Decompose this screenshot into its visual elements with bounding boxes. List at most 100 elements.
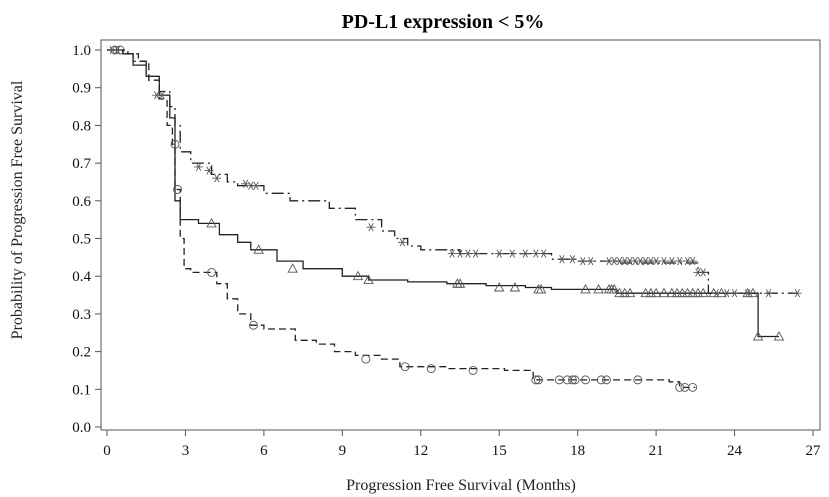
censor-marker-triangle bbox=[682, 287, 693, 298]
x-axis: 0 3 6 9 12 15 18 21 24 27 bbox=[103, 430, 821, 459]
censor-marker-star bbox=[204, 166, 214, 175]
y-tick-label: 0.1 bbox=[72, 382, 91, 398]
y-tick-label: 0.5 bbox=[72, 232, 91, 248]
censor-marker-star bbox=[447, 249, 457, 258]
censor-marker-triangle bbox=[773, 331, 785, 341]
y-tick-label: 0.8 bbox=[72, 118, 91, 134]
censor-marker-circle bbox=[468, 366, 478, 375]
censor-marker-star bbox=[730, 289, 740, 298]
censor-marker-triangle bbox=[454, 278, 466, 288]
censor-marker-circle bbox=[570, 375, 580, 385]
censor-marker-star bbox=[675, 256, 685, 266]
censor-marker-star bbox=[688, 256, 698, 266]
censor-marker-star bbox=[722, 289, 732, 298]
censor-marker-star bbox=[494, 249, 504, 258]
censor-marker-triangle bbox=[624, 287, 636, 298]
censor-marker-triangle bbox=[692, 287, 704, 298]
censor-marker-star bbox=[455, 249, 465, 258]
y-tick-label: 0.7 bbox=[72, 156, 91, 172]
chart-title: PD-L1 expression < 5% bbox=[342, 11, 545, 33]
censor-marker-triangle bbox=[509, 282, 521, 292]
censor-marker-triangle bbox=[535, 283, 547, 294]
censor-marker-circle bbox=[400, 362, 410, 372]
censor-marker-star bbox=[711, 289, 721, 298]
censor-marker-star bbox=[366, 223, 376, 232]
censor-marker-triangle bbox=[687, 287, 698, 298]
x-tick-label: 24 bbox=[727, 443, 743, 459]
censor-marker-triangle bbox=[363, 274, 374, 284]
censor-marker-star bbox=[471, 249, 481, 258]
censor-marker-triangle bbox=[253, 244, 264, 254]
censor-marker-star bbox=[212, 174, 222, 183]
censor-marker-triangle bbox=[658, 287, 670, 298]
x-tick-label: 6 bbox=[260, 443, 268, 459]
censor-marker-star bbox=[567, 255, 577, 264]
censor-marker-star bbox=[194, 162, 203, 172]
censor-marker-star bbox=[578, 256, 588, 266]
censor-marker-star bbox=[398, 238, 407, 247]
series-dashdot bbox=[107, 45, 802, 298]
censor-marker-circle bbox=[567, 375, 577, 385]
censor-marker-star bbox=[651, 256, 661, 266]
censor-marker-circle bbox=[596, 375, 606, 385]
censor-marker-triangle bbox=[752, 331, 764, 341]
censor-marker-circle bbox=[207, 267, 217, 277]
censor-marker-star bbox=[531, 249, 541, 258]
censor-marker-circle bbox=[361, 354, 371, 364]
censor-marker-star bbox=[792, 289, 802, 298]
censor-marker-star bbox=[113, 45, 122, 55]
x-tick-label: 9 bbox=[339, 443, 347, 459]
censor-marker-triangle bbox=[645, 287, 657, 298]
censor-marker-star bbox=[251, 181, 261, 190]
censor-marker-triangle bbox=[640, 287, 651, 298]
censor-marker-star bbox=[764, 289, 773, 298]
survival-curve-solid bbox=[107, 49, 779, 338]
censor-marker-circle bbox=[601, 375, 611, 385]
y-tick-label: 0.3 bbox=[72, 307, 91, 323]
censor-marker-star bbox=[520, 249, 530, 258]
y-tick-label: 0.0 bbox=[72, 420, 91, 436]
censor-marker-star bbox=[698, 268, 708, 277]
y-tick-label: 0.6 bbox=[72, 194, 91, 210]
censor-marker-star bbox=[157, 91, 167, 100]
censor-marker-circle bbox=[248, 320, 258, 330]
y-tick-label: 0.9 bbox=[72, 81, 91, 97]
x-tick-label: 3 bbox=[182, 443, 190, 459]
censor-marker-circle bbox=[426, 364, 436, 374]
censor-marker-triangle bbox=[580, 283, 591, 294]
censor-marker-triangle bbox=[671, 287, 683, 298]
series-solid bbox=[107, 49, 785, 341]
x-tick-label: 15 bbox=[492, 443, 507, 459]
censor-marker-star bbox=[586, 256, 596, 266]
x-tick-label: 27 bbox=[806, 443, 822, 459]
censor-marker-triangle bbox=[697, 287, 709, 298]
censor-marker-triangle bbox=[206, 218, 217, 228]
censor-marker-circle bbox=[581, 375, 590, 385]
x-tick-label: 18 bbox=[570, 443, 585, 459]
censor-marker-triangle bbox=[352, 270, 364, 281]
censor-marker-triangle bbox=[609, 283, 620, 294]
y-axis: 0.0 0.1 0.2 0.3 0.4 0.5 0.6 0.7 0.8 0.9 1.0 bbox=[72, 43, 101, 436]
censor-marker-triangle bbox=[619, 287, 631, 298]
censor-marker-circle bbox=[633, 375, 643, 385]
series-dashed bbox=[107, 45, 698, 392]
survival-curve-dashdot bbox=[107, 49, 798, 294]
censor-marker-triangle bbox=[676, 287, 688, 298]
censor-marker-triangle bbox=[666, 287, 678, 298]
x-tick-label: 0 bbox=[103, 443, 111, 459]
censor-marker-triangle bbox=[287, 263, 298, 273]
y-tick-label: 1.0 bbox=[72, 43, 91, 59]
censor-marker-circle bbox=[688, 382, 698, 392]
censor-marker-star bbox=[463, 249, 473, 258]
censor-marker-circle bbox=[173, 185, 183, 194]
censor-marker-circle bbox=[533, 375, 543, 385]
y-tick-label: 0.2 bbox=[72, 345, 91, 361]
plot-frame bbox=[100, 39, 821, 431]
survival-curve-dashed bbox=[107, 49, 696, 389]
censor-marker-circle bbox=[531, 375, 541, 385]
censor-marker-star bbox=[743, 289, 753, 298]
x-tick-label: 21 bbox=[649, 443, 664, 459]
censor-marker-triangle bbox=[650, 287, 662, 298]
censor-marker-star bbox=[507, 249, 517, 258]
